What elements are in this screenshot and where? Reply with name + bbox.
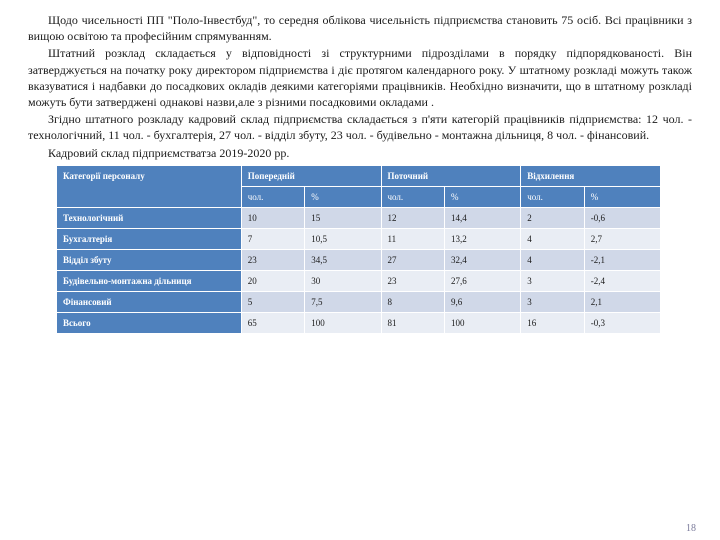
cell: 23	[241, 249, 305, 270]
th-category: Категорії персоналу	[57, 165, 242, 207]
cell: 10	[241, 207, 305, 228]
table-row: Технологічний10151214,42-0,6	[57, 207, 661, 228]
cell: -2,4	[584, 270, 660, 291]
table-row: Будівельно-монтажна дільниця20302327,63-…	[57, 270, 661, 291]
cell: 7,5	[305, 291, 381, 312]
table-row: Відділ збуту2334,52732,44-2,1	[57, 249, 661, 270]
cell: 65	[241, 312, 305, 333]
cell: 5	[241, 291, 305, 312]
cell: 27	[381, 249, 445, 270]
cell-cat: Фінансовий	[57, 291, 242, 312]
cell: 2	[521, 207, 585, 228]
cell: 2,1	[584, 291, 660, 312]
table-row: Фінансовий57,589,632,1	[57, 291, 661, 312]
table-row: Бухгалтерія710,51113,242,7	[57, 228, 661, 249]
cell-cat: Будівельно-монтажна дільниця	[57, 270, 242, 291]
th-current: Поточний	[381, 165, 521, 186]
cell: 16	[521, 312, 585, 333]
cell: 4	[521, 228, 585, 249]
cell: 32,4	[445, 249, 521, 270]
staff-table: Категорії персоналу Попередній Поточний …	[56, 165, 661, 334]
cell: 30	[305, 270, 381, 291]
cell: -0,6	[584, 207, 660, 228]
cell: 7	[241, 228, 305, 249]
cell-cat: Всього	[57, 312, 242, 333]
th-prev-pct: %	[305, 186, 381, 207]
paragraph-1: Щодо чисельності ПП "Поло-Інвестбуд", то…	[28, 12, 692, 44]
paragraph-2: Штатний розклад складається у відповідно…	[28, 45, 692, 110]
cell: 10,5	[305, 228, 381, 249]
cell: 23	[381, 270, 445, 291]
cell: 12	[381, 207, 445, 228]
cell: 15	[305, 207, 381, 228]
th-dev-pct: %	[584, 186, 660, 207]
cell: 11	[381, 228, 445, 249]
cell: 3	[521, 270, 585, 291]
th-dev-count: чол.	[521, 186, 585, 207]
cell: -2,1	[584, 249, 660, 270]
cell: 20	[241, 270, 305, 291]
cell: 9,6	[445, 291, 521, 312]
paragraph-3: Згідно штатного розкладу кадровий склад …	[28, 111, 692, 143]
cell: 100	[445, 312, 521, 333]
cell: 2,7	[584, 228, 660, 249]
cell: 34,5	[305, 249, 381, 270]
th-deviation: Відхилення	[521, 165, 661, 186]
page-number: 18	[686, 523, 696, 534]
cell: 4	[521, 249, 585, 270]
cell: -0,3	[584, 312, 660, 333]
cell-cat: Технологічний	[57, 207, 242, 228]
th-curr-pct: %	[445, 186, 521, 207]
cell-cat: Відділ збуту	[57, 249, 242, 270]
paragraph-4: Кадровий склад підприємстватза 2019-2020…	[28, 145, 692, 161]
th-curr-count: чол.	[381, 186, 445, 207]
cell: 100	[305, 312, 381, 333]
cell: 27,6	[445, 270, 521, 291]
cell: 13,2	[445, 228, 521, 249]
cell: 81	[381, 312, 445, 333]
cell: 14,4	[445, 207, 521, 228]
th-previous: Попередній	[241, 165, 381, 186]
cell: 8	[381, 291, 445, 312]
table-row: Всього651008110016-0,3	[57, 312, 661, 333]
cell-cat: Бухгалтерія	[57, 228, 242, 249]
th-prev-count: чол.	[241, 186, 305, 207]
cell: 3	[521, 291, 585, 312]
